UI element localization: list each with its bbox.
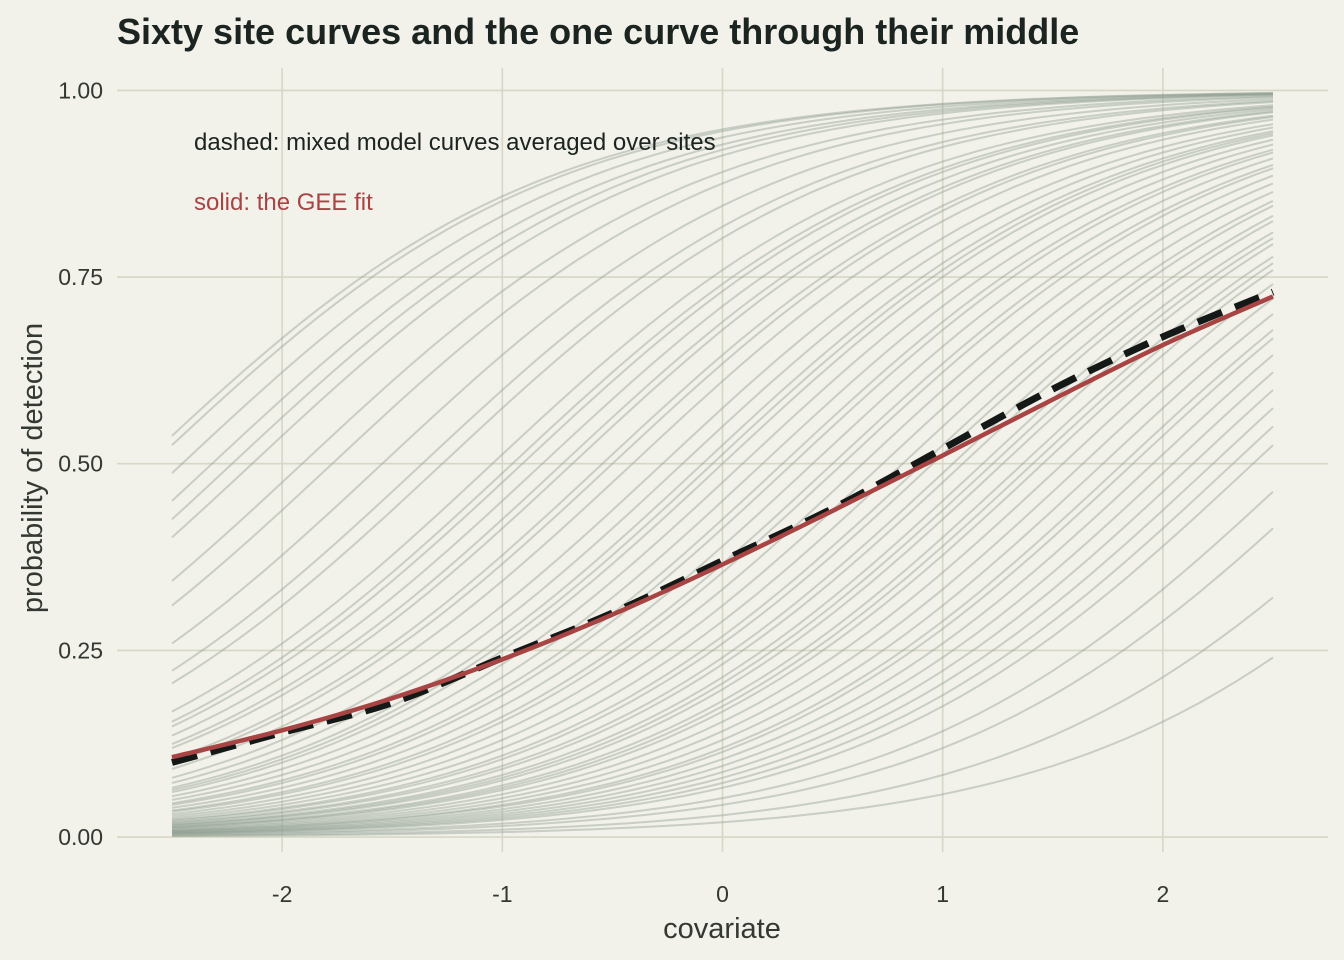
site-curve bbox=[171, 132, 1274, 791]
mixed-model-average-curve bbox=[171, 288, 1275, 766]
site-curve bbox=[171, 96, 1274, 607]
site-curve bbox=[171, 214, 1274, 824]
site-curve bbox=[171, 93, 1274, 539]
site-curve bbox=[171, 190, 1274, 820]
site-curve bbox=[171, 114, 1274, 761]
site-curve bbox=[171, 200, 1274, 821]
x-tick-label: -1 bbox=[492, 881, 512, 907]
site-curve bbox=[171, 283, 1274, 830]
gee-fit-curve bbox=[171, 294, 1274, 760]
site-curve bbox=[171, 174, 1274, 816]
site-curve bbox=[171, 269, 1274, 829]
solid-annotation: solid: the GEE fit bbox=[194, 189, 373, 216]
site-curve bbox=[171, 98, 1274, 645]
site-curve bbox=[171, 111, 1274, 750]
x-tick-label: 2 bbox=[1156, 881, 1169, 907]
site-curve bbox=[171, 134, 1274, 794]
chart-title: Sixty site curves and the one curve thro… bbox=[117, 11, 1079, 52]
site-curve bbox=[171, 151, 1274, 806]
site-curve bbox=[171, 105, 1274, 723]
site-curve bbox=[171, 490, 1274, 836]
site-curve bbox=[171, 329, 1274, 832]
site-curve bbox=[171, 92, 1274, 437]
site-curve bbox=[171, 157, 1274, 809]
site-curve bbox=[171, 354, 1274, 833]
x-tick-label: 1 bbox=[936, 881, 949, 907]
site-curve bbox=[171, 93, 1274, 502]
y-tick-label: 1.00 bbox=[58, 77, 103, 103]
site-curve bbox=[171, 182, 1274, 818]
site-curve bbox=[171, 93, 1274, 521]
y-axis-title: probability of detection bbox=[17, 323, 49, 613]
site-curve bbox=[171, 95, 1274, 582]
site-curve bbox=[171, 231, 1274, 826]
site-curve bbox=[171, 92, 1274, 474]
grid-lines bbox=[117, 68, 1328, 852]
site-curve bbox=[171, 118, 1274, 770]
site-curve bbox=[171, 262, 1274, 829]
site-curve bbox=[171, 116, 1274, 764]
y-tick-label: 0.50 bbox=[58, 451, 103, 477]
site-curve bbox=[171, 167, 1274, 813]
summary-curves bbox=[171, 288, 1275, 766]
site-curve bbox=[171, 656, 1274, 838]
site-curve bbox=[171, 104, 1274, 713]
site-curve bbox=[171, 99, 1274, 672]
site-curve bbox=[171, 126, 1274, 784]
site-curve bbox=[171, 101, 1274, 685]
x-tick-label: 0 bbox=[716, 881, 729, 907]
site-curve bbox=[171, 255, 1274, 828]
site-curve bbox=[171, 425, 1274, 835]
site-curve bbox=[171, 108, 1274, 737]
site-curve bbox=[171, 204, 1274, 822]
site-curve bbox=[171, 389, 1274, 834]
site-curve bbox=[171, 596, 1274, 837]
site-curve bbox=[171, 220, 1274, 824]
x-axis-title: covariate bbox=[663, 913, 781, 945]
site-curve bbox=[171, 371, 1274, 834]
site-curve bbox=[171, 143, 1274, 801]
site-curve bbox=[171, 138, 1274, 798]
site-curve bbox=[171, 92, 1274, 446]
y-tick-label: 0.25 bbox=[58, 637, 103, 663]
site-curve bbox=[171, 123, 1274, 779]
site-curve bbox=[171, 106, 1274, 728]
site-curve bbox=[171, 527, 1274, 836]
site-curve bbox=[171, 237, 1274, 826]
site-curve bbox=[171, 337, 1274, 832]
site-curve bbox=[171, 148, 1274, 805]
site-curves bbox=[171, 92, 1274, 838]
y-tick-label: 0.75 bbox=[58, 264, 103, 290]
y-tick-label: 0.00 bbox=[58, 824, 103, 850]
site-curve bbox=[171, 313, 1274, 831]
site-curve bbox=[171, 297, 1274, 831]
dashed-annotation: dashed: mixed model curves averaged over… bbox=[194, 129, 716, 156]
site-curve bbox=[171, 444, 1274, 835]
site-curve bbox=[171, 407, 1274, 834]
site-curve bbox=[171, 110, 1274, 746]
tick-labels: -2 -1 0 1 2 0.00 0.25 0.50 0.75 1.00 bbox=[58, 77, 1169, 907]
site-curve bbox=[171, 130, 1274, 789]
site-curve bbox=[171, 243, 1274, 827]
x-tick-label: -2 bbox=[272, 881, 292, 907]
